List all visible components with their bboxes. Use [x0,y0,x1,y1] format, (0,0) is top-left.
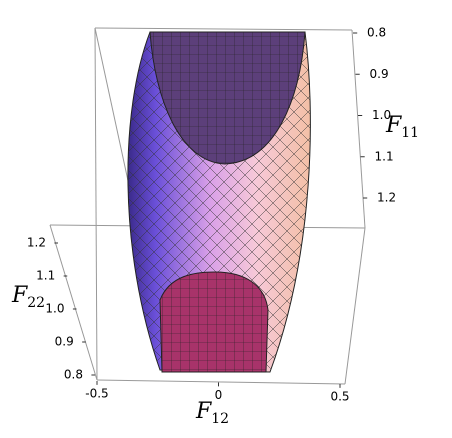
z-tick-label: 1.2 [27,236,46,250]
z-tick-label: 1.0 [45,302,64,316]
y-tick-label: 1.1 [375,149,394,163]
y-axis-label: F11 [385,113,419,141]
z-axis-label: F22 [11,283,45,311]
y-tick-label: 1.0 [372,108,391,122]
surface [127,31,311,373]
box-front [49,27,366,385]
x-tick-label: 0.5 [330,390,349,404]
x-tick-label: 0 [215,388,223,402]
z-tick-label: 1.1 [36,269,55,283]
z-tick-label: 0.9 [55,335,74,349]
z-tick-label: 0.8 [64,368,83,382]
x-axis-label: F12 [195,399,229,427]
y-tick-label: 0.8 [367,26,386,40]
x-tick-label: -0.5 [85,387,108,401]
y-tick-label: 0.9 [370,67,389,81]
y-tick-label: 1.2 [377,191,396,205]
